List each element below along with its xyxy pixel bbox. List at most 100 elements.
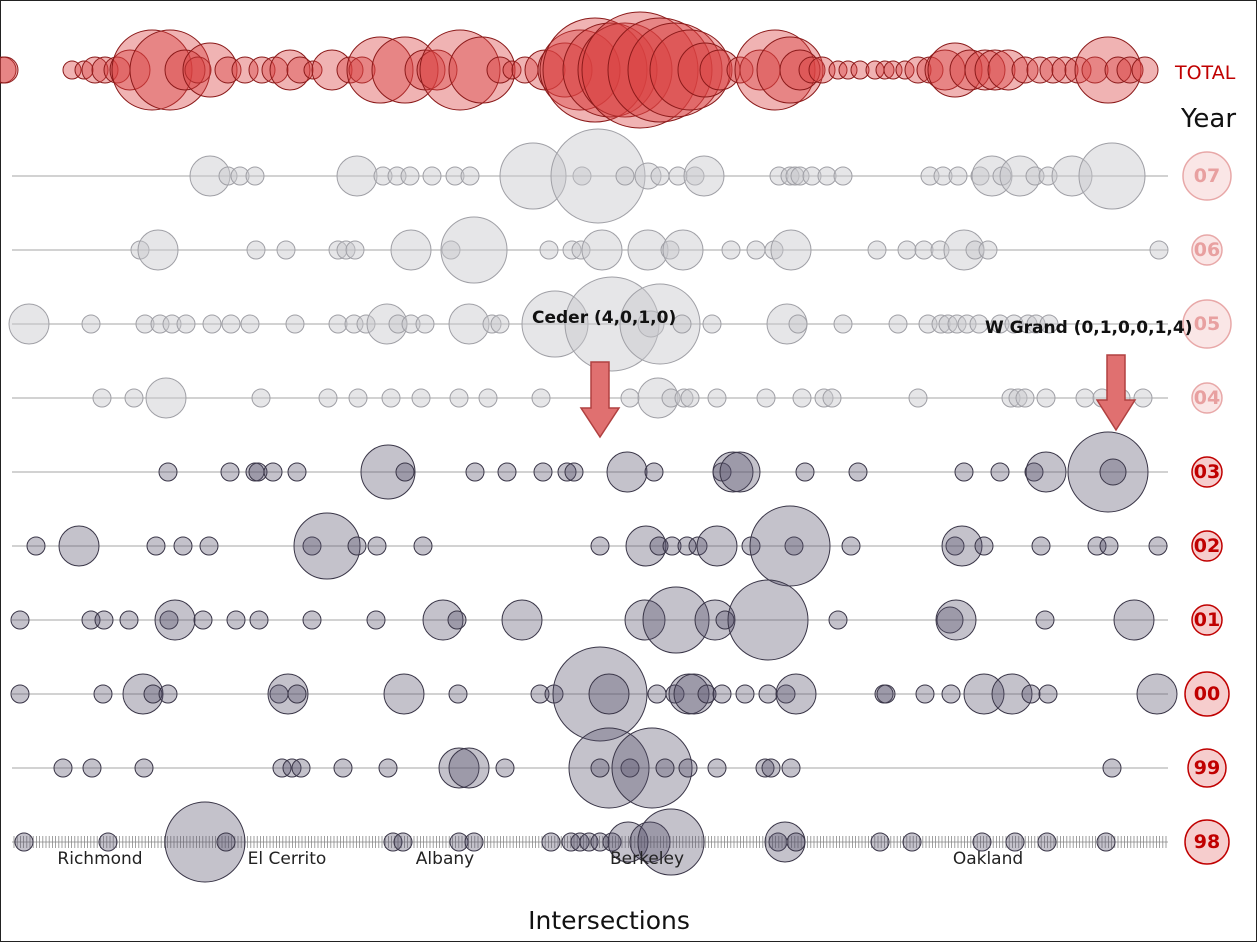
city-label-oakland: Oakland xyxy=(953,849,1023,869)
bubble-02 xyxy=(941,525,983,567)
bubble-05 xyxy=(176,314,196,334)
bubble-07 xyxy=(387,166,407,186)
bubble-06 xyxy=(581,229,623,271)
bubble-98 xyxy=(579,832,599,852)
bubble-06 xyxy=(539,240,559,260)
total-bubble xyxy=(214,56,242,84)
bubble-06 xyxy=(441,240,461,260)
total-bubble xyxy=(904,56,932,84)
x-axis-title: Intersections xyxy=(528,906,690,935)
total-bubble xyxy=(808,56,836,84)
bubble-03 xyxy=(990,462,1010,482)
bubble-04 xyxy=(674,388,694,408)
bubble-98 xyxy=(902,832,922,852)
bubble-04 xyxy=(908,388,928,408)
bubble-02 xyxy=(1148,536,1168,556)
bubble-07 xyxy=(833,166,853,186)
total-bubble xyxy=(756,36,824,104)
total-bubble xyxy=(850,60,870,80)
bubble-02 xyxy=(293,512,361,580)
bubble-03 xyxy=(564,462,584,482)
bubble-04 xyxy=(1075,388,1095,408)
bubble-02 xyxy=(784,536,804,556)
bubble-06 xyxy=(721,240,741,260)
bubble-01 xyxy=(828,610,848,630)
year-circle-98 xyxy=(1184,819,1230,865)
bubble-06 xyxy=(662,229,704,271)
bubble-07 xyxy=(920,166,940,186)
bubble-01 xyxy=(159,610,179,630)
bubble-07 xyxy=(422,166,442,186)
bubble-06 xyxy=(246,240,266,260)
bubble-06 xyxy=(914,240,934,260)
bubble-99 xyxy=(655,758,675,778)
bubble-02 xyxy=(649,536,669,556)
bubble-07 xyxy=(971,155,1013,197)
arrow-w-grand xyxy=(1095,354,1137,432)
bubble-02 xyxy=(974,536,994,556)
bubble-05 xyxy=(135,314,155,334)
total-bubble xyxy=(987,49,1029,91)
bubble-06 xyxy=(440,216,508,284)
bubble-01 xyxy=(935,599,977,641)
bubble-07 xyxy=(999,155,1041,197)
bubble-06 xyxy=(137,229,179,271)
total-bubble xyxy=(1039,56,1067,84)
bubble-00 xyxy=(1136,673,1178,715)
bubble-05 xyxy=(356,314,376,334)
bubble-07 xyxy=(668,166,688,186)
bubble-99 xyxy=(134,758,154,778)
bubble-01 xyxy=(501,599,543,641)
bubble-07 xyxy=(1025,166,1045,186)
bubble-00 xyxy=(122,673,164,715)
bubble-02 xyxy=(173,536,193,556)
total-bubble xyxy=(1081,56,1109,84)
bubble-00 xyxy=(758,684,778,704)
bubble-06 xyxy=(276,240,296,260)
bubble-98 xyxy=(1037,832,1057,852)
bubble-00 xyxy=(647,684,667,704)
total-bubble xyxy=(875,60,895,80)
year-circle-99 xyxy=(1187,748,1227,788)
bubble-99 xyxy=(755,758,775,778)
bubble-06 xyxy=(571,240,591,260)
bubble-05 xyxy=(931,314,951,334)
bubble-99 xyxy=(620,758,640,778)
total-bubble xyxy=(346,36,414,104)
city-label-richmond: Richmond xyxy=(57,849,142,869)
bubble-07 xyxy=(933,166,953,186)
year-circle-00 xyxy=(1184,671,1230,717)
bubble-01 xyxy=(366,610,386,630)
bubble-05 xyxy=(702,314,722,334)
bubble-02 xyxy=(146,536,166,556)
bubble-07 xyxy=(970,166,990,186)
bubble-98 xyxy=(1096,832,1116,852)
total-bubble xyxy=(649,29,731,111)
total-bubble xyxy=(677,42,733,98)
bubble-00 xyxy=(10,684,30,704)
bubble-01 xyxy=(94,610,114,630)
bubble-02 xyxy=(590,536,610,556)
year-label-99: 99 xyxy=(1194,757,1220,779)
bubble-05 xyxy=(81,314,101,334)
bubble-03 xyxy=(220,462,240,482)
bubble-05 xyxy=(564,276,660,372)
bubble-03 xyxy=(395,462,415,482)
bubble-00 xyxy=(93,684,113,704)
bubble-05 xyxy=(521,290,589,358)
bubble-07 xyxy=(802,166,822,186)
bubble-03 xyxy=(1067,431,1149,513)
bubble-03 xyxy=(954,462,974,482)
total-bubble xyxy=(779,49,821,91)
bubble-00 xyxy=(158,684,178,704)
bubble-07 xyxy=(685,166,705,186)
bubble-00 xyxy=(673,673,715,715)
bubble-06 xyxy=(764,240,784,260)
bubble-98 xyxy=(972,832,992,852)
bubble-03 xyxy=(497,462,517,482)
year-label-06: 06 xyxy=(1194,239,1220,261)
bubble-02 xyxy=(26,536,46,556)
bubble-99 xyxy=(495,758,515,778)
bubble-06 xyxy=(746,240,766,260)
